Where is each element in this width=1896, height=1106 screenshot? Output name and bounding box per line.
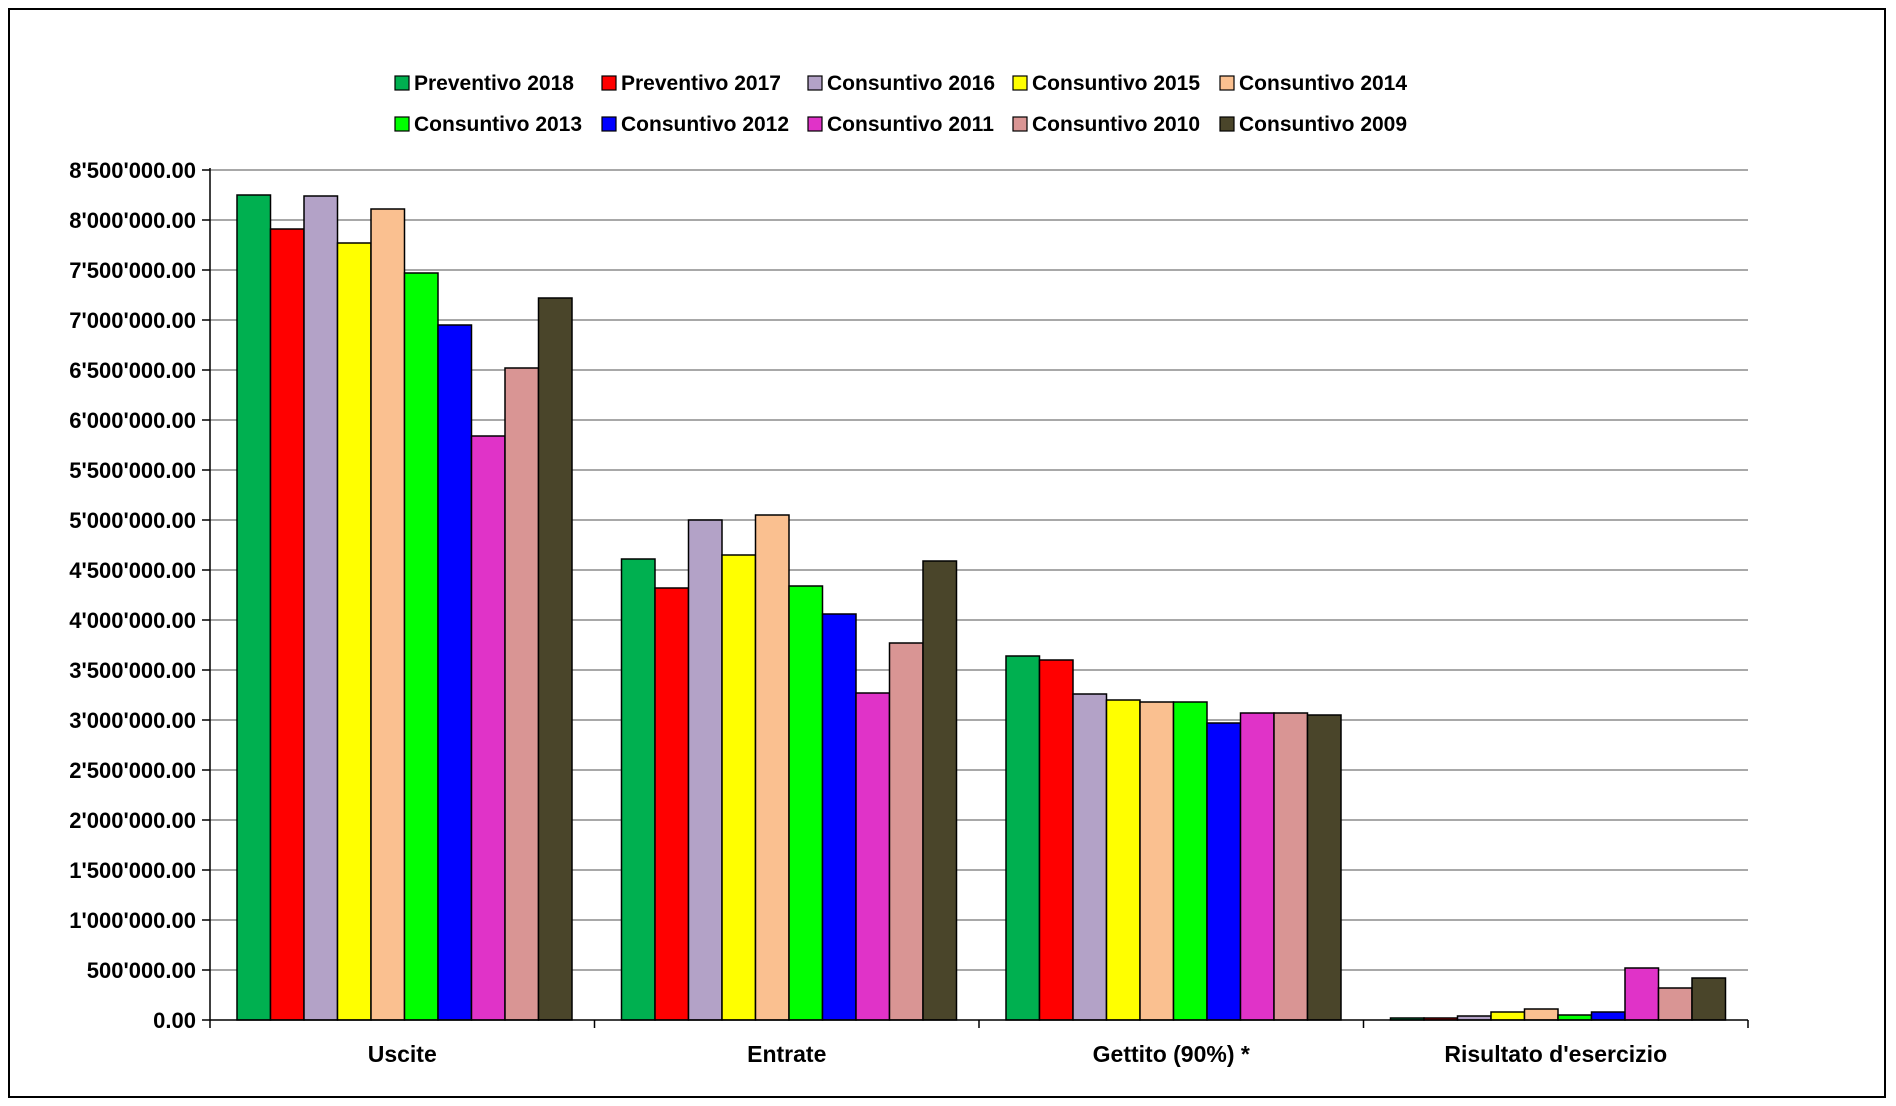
legend-item: Consuntivo 2010 [1012, 113, 1200, 136]
legend-item: Consuntivo 2015 [1012, 72, 1200, 95]
y-axis: 0.00 500'000.00 1'000'000.00 1'500'000.00 2'… [69, 158, 211, 1033]
legend-item: Consuntivo 2011 [807, 113, 994, 136]
y-tick-label: 3'500'000.00 [69, 658, 196, 683]
legend-item: Consuntivo 2016 [807, 72, 995, 95]
chart-area: Preventivo 2018 Preventivo 2017 Consuntivo… [8, 8, 1886, 1098]
bar [1490, 1011, 1526, 1021]
x-category-label: Risultato d'esercizio [1444, 1041, 1667, 1067]
legend-swatch [601, 116, 617, 132]
legend-item: Preventivo 2018 [394, 72, 574, 95]
bars [236, 194, 1727, 1021]
bar [654, 587, 690, 1021]
bar [788, 585, 824, 1021]
y-tick-label: 2'000'000.00 [69, 808, 196, 833]
y-tick-label: 7'000'000.00 [69, 308, 196, 333]
legend-swatch [1012, 75, 1028, 91]
bar [1139, 701, 1175, 1021]
bar [1273, 712, 1309, 1021]
y-tick-label: 0.00 [153, 1008, 196, 1033]
y-tick-label: 6'500'000.00 [69, 358, 196, 383]
x-category-label: Uscite [368, 1041, 437, 1067]
bar [922, 560, 958, 1021]
legend-swatch [394, 75, 410, 91]
bar [470, 435, 506, 1021]
legend-swatch [394, 116, 410, 132]
bar [537, 297, 573, 1021]
legend-label: Preventivo 2017 [621, 72, 781, 95]
legend-item: Consuntivo 2009 [1219, 113, 1407, 136]
bar [1691, 977, 1727, 1021]
bar [1072, 693, 1108, 1021]
y-tick-label: 6'000'000.00 [69, 408, 196, 433]
bar-chart: Preventivo 2018 Preventivo 2017 Consuntivo… [69, 72, 1749, 1067]
bar [236, 194, 272, 1021]
legend-item: Consuntivo 2012 [601, 113, 789, 136]
bar [1657, 987, 1693, 1021]
legend-item: Consuntivo 2014 [1219, 72, 1407, 95]
y-tick-label: 8'500'000.00 [69, 158, 196, 183]
legend-label: Consuntivo 2014 [1239, 72, 1407, 95]
y-tick-label: 1'000'000.00 [69, 908, 196, 933]
legend-label: Consuntivo 2016 [827, 72, 995, 95]
bar [754, 514, 790, 1021]
legend-label: Preventivo 2018 [414, 72, 574, 95]
y-tick-label: 4'000'000.00 [69, 608, 196, 633]
y-tick-label: 5'000'000.00 [69, 508, 196, 533]
y-tick-label: 4'500'000.00 [69, 558, 196, 583]
bar [1105, 699, 1141, 1021]
y-tick-label: 2'500'000.00 [69, 758, 196, 783]
y-tick-label: 8'000'000.00 [69, 208, 196, 233]
legend-swatch [601, 75, 617, 91]
bar [855, 692, 891, 1021]
bar [269, 228, 305, 1021]
legend-item: Preventivo 2017 [601, 72, 781, 95]
bar [1005, 655, 1041, 1021]
bar [687, 519, 723, 1021]
legend-swatch [1219, 75, 1235, 91]
y-tick-label: 7'500'000.00 [69, 258, 196, 283]
bar [504, 367, 540, 1021]
bar [1038, 659, 1074, 1021]
bar [437, 324, 473, 1021]
bar [303, 195, 339, 1021]
bar [1306, 714, 1342, 1021]
bar [721, 554, 757, 1021]
bar [1523, 1008, 1559, 1021]
legend-label: Consuntivo 2011 [827, 113, 994, 136]
bar [1624, 967, 1660, 1021]
bar [1206, 722, 1242, 1021]
bar [336, 242, 372, 1021]
y-tick-label: 500'000.00 [87, 958, 196, 983]
legend-swatch [1219, 116, 1235, 132]
bar [1172, 701, 1208, 1021]
legend-label: Consuntivo 2012 [621, 113, 789, 136]
legend-item: Consuntivo 2013 [394, 113, 582, 136]
bar [1590, 1011, 1626, 1021]
y-tick-label: 1'500'000.00 [69, 858, 196, 883]
legend-swatch [1012, 116, 1028, 132]
legend-label: Consuntivo 2010 [1032, 113, 1200, 136]
legend: Preventivo 2018 Preventivo 2017 Consuntivo… [394, 72, 1407, 136]
legend-label: Consuntivo 2013 [414, 113, 582, 136]
bar [403, 272, 439, 1021]
bar [888, 642, 924, 1021]
legend-swatch [807, 75, 823, 91]
x-category-label: Gettito (90%) * [1093, 1041, 1250, 1067]
x-axis: Uscite Entrate Gettito (90%) * Risultato d'… [209, 1019, 1749, 1067]
bar [821, 613, 857, 1021]
legend-label: Consuntivo 2009 [1239, 113, 1407, 136]
legend-swatch [807, 116, 823, 132]
bar [370, 208, 406, 1021]
legend-label: Consuntivo 2015 [1032, 72, 1200, 95]
bar [620, 558, 656, 1021]
y-tick-label: 3'000'000.00 [69, 708, 196, 733]
bar [1239, 712, 1275, 1021]
x-category-label: Entrate [747, 1041, 826, 1067]
y-tick-label: 5'500'000.00 [69, 458, 196, 483]
